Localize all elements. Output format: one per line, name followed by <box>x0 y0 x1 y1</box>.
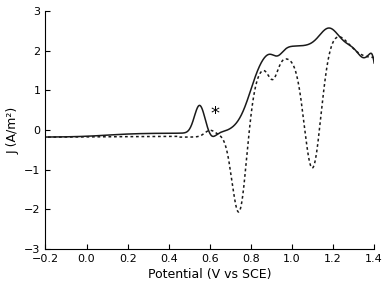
X-axis label: Potential (V vs SCE): Potential (V vs SCE) <box>148 268 271 281</box>
Y-axis label: J (A/m²): J (A/m²) <box>7 106 20 154</box>
Text: *: * <box>211 105 220 123</box>
